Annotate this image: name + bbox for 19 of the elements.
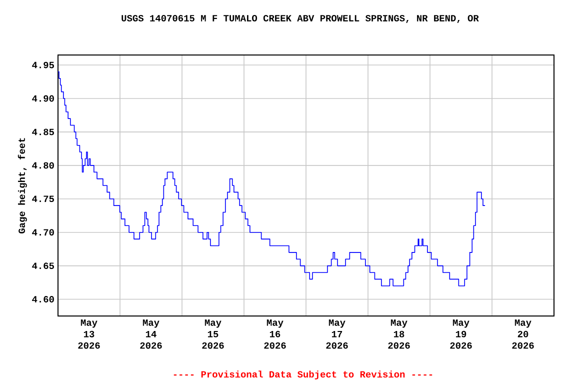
y-tick-label: 4.75 bbox=[32, 196, 54, 202]
y-tick-label: 4.85 bbox=[32, 128, 54, 136]
y-tick-label: 4.95 bbox=[32, 62, 54, 68]
x-tick-label: May 16 2026 bbox=[264, 320, 286, 349]
x-tick-label: May 14 2026 bbox=[140, 320, 162, 349]
y-tick-label: 4.65 bbox=[32, 262, 54, 270]
y-tick-label: 4.90 bbox=[32, 95, 54, 102]
x-tick-label: May 17 2026 bbox=[326, 320, 348, 349]
y-tick-label: 4.80 bbox=[32, 162, 54, 169]
y-tick-label: 4.60 bbox=[32, 296, 54, 302]
y-axis-title: Gage height, feet bbox=[18, 138, 27, 234]
x-tick-label: May 15 2026 bbox=[202, 320, 224, 349]
x-tick-label: May 18 2026 bbox=[388, 320, 410, 349]
x-tick-label: May 19 2026 bbox=[450, 320, 472, 349]
chart-title: USGS 14070615 M F TUMALO CREEK ABV PROWELL SPRINGS, NR BEND, OR bbox=[122, 14, 479, 23]
x-tick-label: May 20 2026 bbox=[512, 320, 534, 349]
x-tick-label: May 13 2026 bbox=[78, 320, 100, 349]
text: ---- Provisional Data Subject to Revision ---- bbox=[174, 370, 432, 380]
y-tick-label: 4.70 bbox=[32, 229, 54, 236]
